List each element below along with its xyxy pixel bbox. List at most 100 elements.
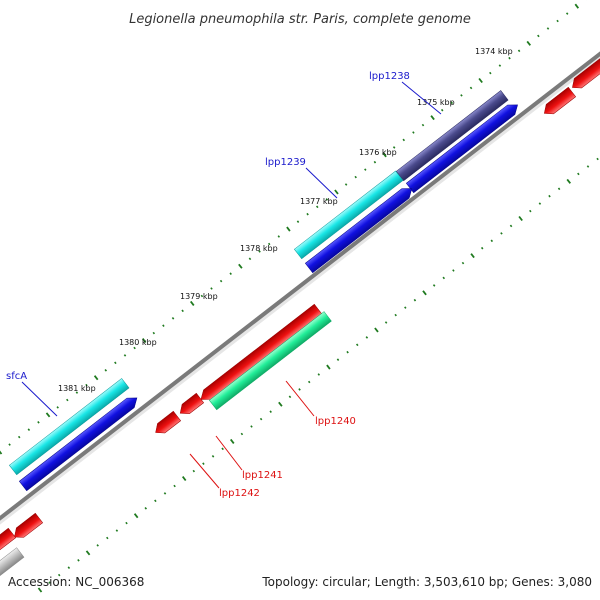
tick-mark [317,373,321,376]
tick-mark [240,432,244,436]
cds-red-top-right-2[interactable] [569,54,600,92]
tick-mark [267,242,271,246]
tick-mark [518,215,523,222]
tick-mark [460,94,463,97]
tick-ring-inner [37,157,599,593]
tick-mark [0,450,3,455]
tick-mark [181,476,187,482]
tick-mark [123,354,127,357]
tick-mark [298,388,301,391]
tick-mark [548,194,551,198]
cds-red-bottom-left-1[interactable] [11,512,44,541]
tick-mark [288,395,292,399]
page-title: Legionella pneumophila str. Paris, compl… [129,12,471,27]
tick-mark [181,309,184,313]
tick-mark [269,410,272,413]
cds-sfcA[interactable] [18,393,140,492]
tick-mark [315,205,319,209]
tick-mark [307,380,311,384]
gene-label-lpp1240[interactable]: lpp1240 [315,416,356,427]
gene-lpp1239[interactable] [293,170,404,260]
accession-text: Accession: NC_006368 [8,575,144,589]
tick-mark [382,152,387,158]
gene-label-lpp1242[interactable]: lpp1242 [219,488,260,499]
tick-mark [259,417,263,421]
tick-mark [334,189,339,195]
tick-mark [422,290,427,296]
tick-mark [374,327,379,333]
tick-mark [93,375,99,381]
gene-lpp1238[interactable] [395,90,509,182]
tick-mark [432,284,436,287]
tick-mark [211,454,215,458]
tick-mark [57,573,61,577]
tick-mark [189,300,195,306]
tick-mark [461,261,465,265]
tick-mark [402,138,406,142]
cds-lpp1242[interactable] [152,410,182,437]
tick-mark [480,246,484,250]
tick-mark [384,321,388,324]
tick-mark [144,506,148,510]
cds-lpp1241[interactable] [177,392,205,418]
tick-mark [114,361,117,365]
tick-mark [336,358,340,361]
tick-mark [556,19,559,23]
tick-mark [85,383,88,387]
tick-mark [452,269,455,272]
tick-mark [96,544,99,547]
leader-line [21,381,58,417]
genome-backbone [0,51,600,521]
cds-lpp1238[interactable] [405,100,521,194]
tick-mark [278,401,283,407]
tick-mark [192,469,196,473]
cds-red-top-right-1[interactable] [541,86,577,118]
tick-label: 1375 kbp [417,98,455,107]
gene-lpp1240[interactable] [208,311,332,411]
tick-mark [296,220,300,223]
gene-grey-bottom-left[interactable] [0,547,25,578]
leader-line [401,81,442,115]
gene-label-lpp1239[interactable]: lpp1239 [265,157,306,168]
tick-mark [77,558,80,562]
tick-mark [202,462,205,465]
tick-mark [229,272,232,275]
tick-mark [470,253,475,259]
cds-lpp1239[interactable] [304,184,415,274]
tick-mark [557,187,561,191]
tick-mark [404,306,407,309]
tick-mark [517,49,521,53]
tick-mark [412,131,415,134]
tick-mark [565,12,569,15]
topology-text: Topology: circular; Length: 3,503,610 bp… [261,575,592,589]
tick-mark [173,484,176,488]
tick-mark [219,279,223,283]
tick-mark [325,198,329,201]
tick-mark [200,294,204,298]
tick-mark [450,101,454,105]
tick-mark [344,183,348,186]
gene-label-lpp1238[interactable]: lpp1238 [369,71,410,82]
gene-sfcA[interactable] [8,378,130,476]
tick-label: 1380 kbp [119,338,157,347]
tick-mark [250,425,253,428]
gene-label-lpp1241[interactable]: lpp1241 [242,470,283,481]
tick-mark [421,123,425,127]
tick-mark [258,250,261,253]
tick-mark [141,338,147,344]
tick-mark [229,438,235,444]
tick-mark [248,257,252,261]
tick-mark [104,368,108,372]
tick-mark [67,566,71,570]
tick-mark [490,239,494,243]
gene-label-sfcA[interactable]: sfcA [6,371,27,382]
tick-mark [326,364,331,370]
cds-red-bottom-left-2[interactable] [0,527,17,554]
tick-mark [115,529,119,532]
tick-mark [394,313,397,317]
tick-mark [537,34,540,38]
tick-mark [509,224,513,228]
tick-label: 1379 kbp [180,292,218,301]
tick-mark [162,324,165,327]
